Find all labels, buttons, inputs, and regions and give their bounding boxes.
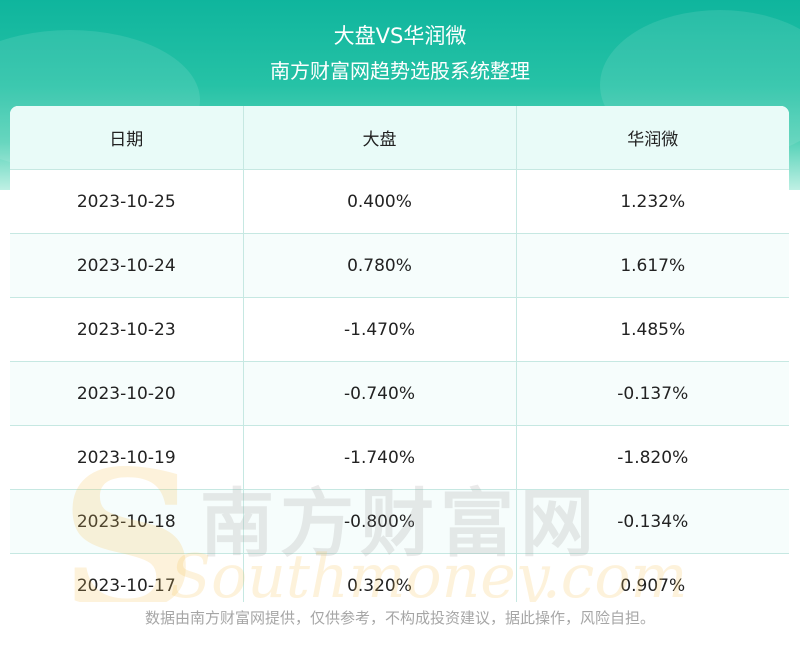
table-row: 2023-10-20 -0.740% -0.137%: [10, 361, 789, 426]
table-row: 2023-10-25 0.400% 1.232%: [10, 169, 789, 234]
cell-market: 0.780%: [243, 233, 517, 298]
page-subtitle: 南方财富网趋势选股系统整理: [270, 59, 530, 83]
cell-date: 2023-10-24: [10, 233, 244, 298]
cell-stock: 0.907%: [516, 553, 789, 602]
cell-market: -1.740%: [243, 425, 517, 490]
table-row: 2023-10-19 -1.740% -1.820%: [10, 425, 789, 490]
table-row: 2023-10-18 -0.800% -0.134%: [10, 489, 789, 554]
cell-stock: 1.232%: [516, 169, 789, 234]
page-title: 大盘VS华润微: [333, 24, 467, 48]
cell-stock: -0.134%: [516, 489, 789, 554]
cell-date: 2023-10-19: [10, 425, 244, 490]
column-header-date: 日期: [10, 106, 244, 170]
table-row: 2023-10-23 -1.470% 1.485%: [10, 297, 789, 362]
cell-date: 2023-10-18: [10, 489, 244, 554]
cell-market: -0.740%: [243, 361, 517, 426]
table-header-row: 日期 大盘 华润微: [10, 106, 789, 170]
table-row: 2023-10-24 0.780% 1.617%: [10, 233, 789, 298]
cell-date: 2023-10-20: [10, 361, 244, 426]
table-row: 2023-10-17 0.320% 0.907%: [10, 553, 789, 602]
cell-date: 2023-10-23: [10, 297, 244, 362]
column-header-stock: 华润微: [516, 106, 789, 170]
disclaimer-text: 数据由南方财富网提供，仅供参考，不构成投资建议，据此操作，风险自担。: [144, 609, 655, 627]
cell-market: -1.470%: [243, 297, 517, 362]
comparison-table: 日期 大盘 华润微 2023-10-25 0.400% 1.232% 2023-…: [10, 106, 789, 602]
cell-market: 0.320%: [243, 553, 517, 602]
cell-market: 0.400%: [243, 169, 517, 234]
cell-stock: -0.137%: [516, 361, 789, 426]
cell-stock: 1.617%: [516, 233, 789, 298]
cell-date: 2023-10-17: [10, 553, 244, 602]
cell-market: -0.800%: [243, 489, 517, 554]
table-card: 日期 大盘 华润微 2023-10-25 0.400% 1.232% 2023-…: [10, 106, 789, 602]
cell-stock: 1.485%: [516, 297, 789, 362]
cell-stock: -1.820%: [516, 425, 789, 490]
cell-date: 2023-10-25: [10, 169, 244, 234]
column-header-market: 大盘: [243, 106, 517, 170]
